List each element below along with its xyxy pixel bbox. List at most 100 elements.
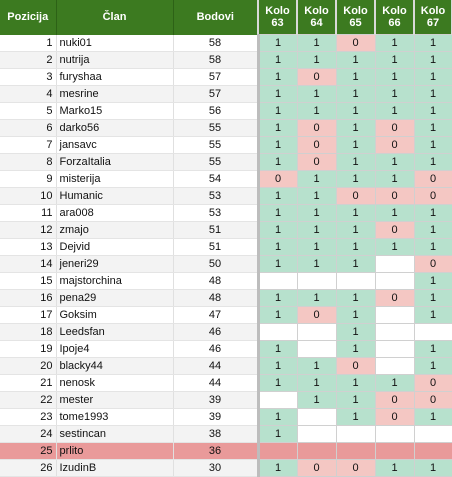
points-cell: 46 [172,323,258,341]
round-result-cell: 1 [374,238,415,256]
round-result-cell [374,357,415,375]
round-result-cell: 1 [296,221,337,239]
points-cell: 39 [172,408,258,426]
table-row: 1 nuki01 58 1 1 0 1 1 [0,34,452,52]
header-kolo-63: Kolo 63 [257,0,298,35]
table-row: 10 Humanic 53 1 1 0 0 0 [0,187,452,205]
round-result-cell: 1 [335,323,376,341]
member-name-cell: sestincan [55,425,173,443]
round-result-cell [374,442,415,460]
table-row: 21 nenosk 44 1 1 1 1 0 [0,374,452,392]
member-name-cell: nutrija [55,51,173,69]
round-result-cell: 1 [256,289,298,307]
position-cell: 7 [0,136,56,154]
round-result-cell: 1 [256,204,298,222]
header-pozicija: Pozicija [0,0,57,35]
round-result-cell: 1 [296,85,337,103]
round-result-cell: 0 [413,391,452,409]
member-name-cell: ara008 [55,204,173,222]
round-result-cell: 1 [256,340,298,358]
round-result-cell: 1 [256,153,298,171]
position-cell: 14 [0,255,56,273]
member-name-cell: tome1993 [55,408,173,426]
table-row: 2 nutrija 58 1 1 1 1 1 [0,51,452,69]
round-result-cell: 1 [335,153,376,171]
points-cell: 46 [172,340,258,358]
points-cell: 44 [172,357,258,375]
round-result-cell [296,425,337,443]
round-result-cell: 1 [413,153,452,171]
points-cell: 54 [172,170,258,188]
table-row: 23 tome1993 39 1 1 0 1 [0,408,452,426]
position-cell: 17 [0,306,56,324]
round-result-cell: 1 [256,374,298,392]
member-name-cell: pena29 [55,289,173,307]
round-result-cell: 1 [413,238,452,256]
round-result-cell: 0 [296,119,337,137]
round-result-cell [256,272,298,290]
round-result-cell: 1 [413,357,452,375]
position-cell: 16 [0,289,56,307]
table-row: 6 darko56 55 1 0 1 0 1 [0,119,452,137]
table-row: 22 mester 39 1 1 0 0 [0,391,452,409]
points-cell: 36 [172,442,258,460]
round-result-cell: 1 [335,238,376,256]
round-result-cell: 1 [374,153,415,171]
round-result-cell: 1 [256,255,298,273]
round-result-cell: 1 [296,204,337,222]
round-result-cell [374,306,415,324]
position-cell: 25 [0,442,56,460]
round-result-cell [256,442,298,460]
points-cell: 55 [172,136,258,154]
points-cell: 44 [172,374,258,392]
points-cell: 38 [172,425,258,443]
points-cell: 50 [172,255,258,273]
position-cell: 13 [0,238,56,256]
round-result-cell: 1 [296,238,337,256]
round-result-cell: 1 [374,204,415,222]
table-row: 26 IzudinB 30 1 0 0 1 1 [0,459,452,477]
position-cell: 20 [0,357,56,375]
table-row: 11 ara008 53 1 1 1 1 1 [0,204,452,222]
round-result-cell: 1 [413,68,452,86]
round-result-cell: 1 [335,136,376,154]
round-result-cell: 1 [256,85,298,103]
round-result-cell: 1 [413,34,452,52]
round-result-cell [374,340,415,358]
round-result-cell [374,272,415,290]
round-result-cell: 1 [335,170,376,188]
position-cell: 15 [0,272,56,290]
table-row: 4 mesrine 57 1 1 1 1 1 [0,85,452,103]
position-cell: 2 [0,51,56,69]
position-cell: 18 [0,323,56,341]
position-cell: 12 [0,221,56,239]
member-name-cell: Goksim [55,306,173,324]
table-row: 17 Goksim 47 1 0 1 1 [0,306,452,324]
round-result-cell: 0 [296,306,337,324]
points-cell: 48 [172,289,258,307]
round-result-cell: 0 [296,136,337,154]
member-name-cell: mester [55,391,173,409]
round-result-cell: 1 [413,272,452,290]
round-result-cell: 1 [374,85,415,103]
header-kolo-65: Kolo 65 [335,0,376,35]
round-result-cell: 1 [335,119,376,137]
round-result-cell: 1 [413,102,452,120]
points-cell: 48 [172,272,258,290]
position-cell: 11 [0,204,56,222]
round-result-cell: 1 [296,255,337,273]
round-result-cell: 1 [335,374,376,392]
round-result-cell: 1 [256,306,298,324]
round-result-cell: 1 [335,85,376,103]
round-result-cell [374,323,415,341]
table-row: 3 furyshaa 57 1 0 1 1 1 [0,68,452,86]
round-result-cell: 1 [256,357,298,375]
table-row: 14 jeneri29 50 1 1 1 0 [0,255,452,273]
table-row: 8 ForzaItalia 55 1 0 1 1 1 [0,153,452,171]
position-cell: 8 [0,153,56,171]
round-result-cell: 1 [256,51,298,69]
table-row: 24 sestincan 38 1 [0,425,452,443]
points-cell: 51 [172,238,258,256]
position-cell: 19 [0,340,56,358]
round-result-cell: 0 [296,153,337,171]
